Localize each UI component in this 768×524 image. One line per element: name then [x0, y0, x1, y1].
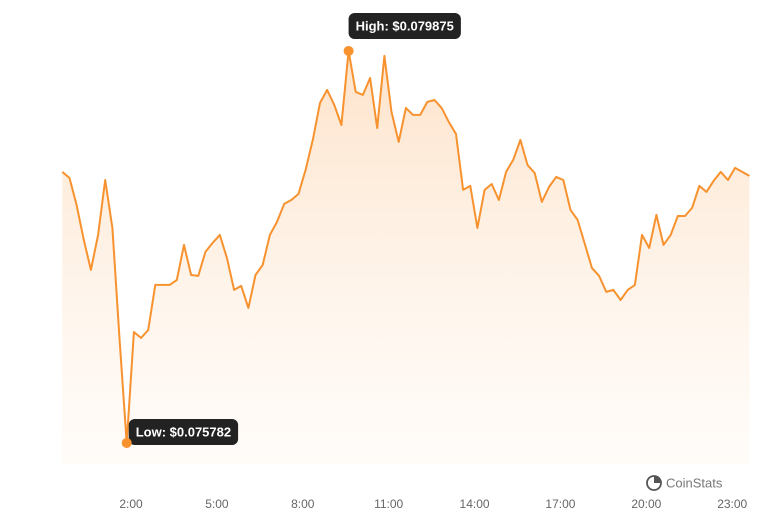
brand-logo: [646, 475, 662, 491]
area-fill: [62, 51, 750, 465]
x-tick-label: 8:00: [291, 497, 315, 511]
x-tick-label: 23:00: [717, 497, 747, 511]
annotation-dot: [121, 437, 132, 448]
annotation-label: High: $0.079875: [356, 18, 454, 33]
x-tick-label: 11:00: [374, 497, 403, 511]
x-tick-label: 14:00: [460, 497, 490, 511]
x-tick-label: 17:00: [545, 497, 575, 511]
x-tick-label: 5:00: [205, 497, 229, 511]
price-line: [61, 50, 750, 444]
annotation-box: [128, 418, 239, 445]
brand-name: CoinStats: [666, 475, 723, 490]
x-tick-label: 20:00: [631, 497, 661, 511]
annotation-box: [348, 12, 461, 39]
annotation: High: $0.079875: [348, 12, 461, 39]
annotation-dot: [343, 45, 354, 56]
x-tick-label: 2:00: [119, 497, 143, 511]
annotation-label: Low: $0.075782: [136, 424, 231, 439]
annotation: Low: $0.075782: [128, 418, 239, 445]
